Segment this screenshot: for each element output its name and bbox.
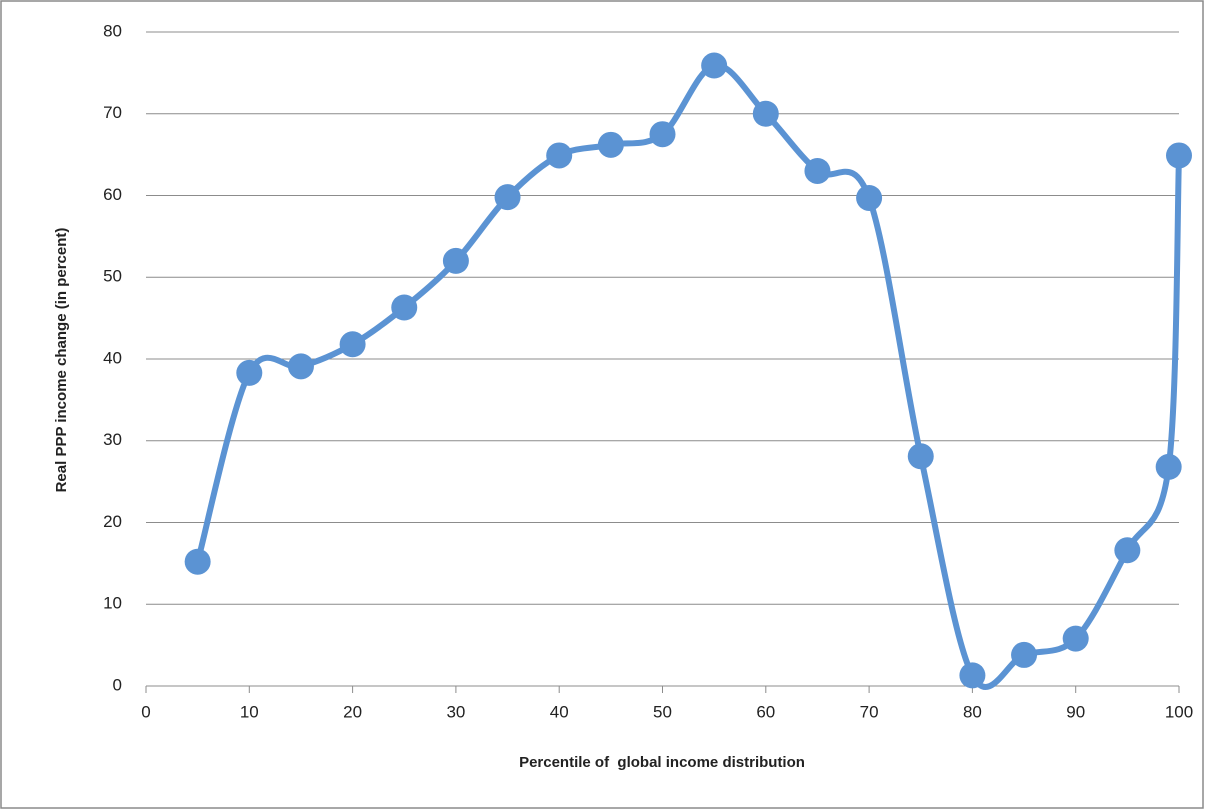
data-point xyxy=(442,247,469,274)
data-point xyxy=(236,359,263,386)
data-point xyxy=(856,184,883,211)
data-point xyxy=(804,157,831,184)
data-point xyxy=(959,662,986,689)
data-point xyxy=(701,52,728,79)
data-point xyxy=(1166,142,1192,169)
x-tick-label: 50 xyxy=(653,702,672,721)
x-tick-label: 30 xyxy=(446,702,465,721)
x-tick-label: 100 xyxy=(1165,702,1193,721)
x-axis-title: Percentile of global income distribution xyxy=(519,754,805,771)
data-point xyxy=(752,100,779,127)
data-point xyxy=(597,131,624,158)
x-tick-label: 10 xyxy=(240,702,259,721)
data-point xyxy=(184,548,211,575)
data-point xyxy=(391,294,418,321)
x-tick-label: 40 xyxy=(550,702,569,721)
x-tick-label: 20 xyxy=(343,702,362,721)
x-tick-label: 90 xyxy=(1066,702,1085,721)
y-tick-label: 0 xyxy=(113,675,122,694)
y-tick-label: 50 xyxy=(103,267,122,286)
y-tick-label: 30 xyxy=(103,430,122,449)
data-point xyxy=(494,184,521,211)
y-tick-label: 70 xyxy=(103,103,122,122)
data-point xyxy=(1114,537,1141,564)
y-tick-label: 60 xyxy=(103,185,122,204)
x-tick-label: 0 xyxy=(141,702,150,721)
y-axis-title: Real PPP income change (in percent) xyxy=(53,228,70,493)
data-point xyxy=(1062,625,1089,652)
data-point xyxy=(546,142,573,169)
data-point xyxy=(287,353,314,380)
data-point xyxy=(907,443,934,470)
x-tick-label: 60 xyxy=(756,702,775,721)
y-tick-label: 10 xyxy=(103,594,122,613)
data-point xyxy=(1155,453,1182,480)
data-point xyxy=(1011,641,1038,668)
y-tick-label: 80 xyxy=(103,21,122,40)
data-point xyxy=(339,331,366,358)
y-tick-label: 20 xyxy=(103,512,122,531)
x-tick-label: 70 xyxy=(860,702,879,721)
x-tick-label: 80 xyxy=(963,702,982,721)
y-tick-label: 40 xyxy=(103,348,122,367)
data-point xyxy=(649,121,676,148)
